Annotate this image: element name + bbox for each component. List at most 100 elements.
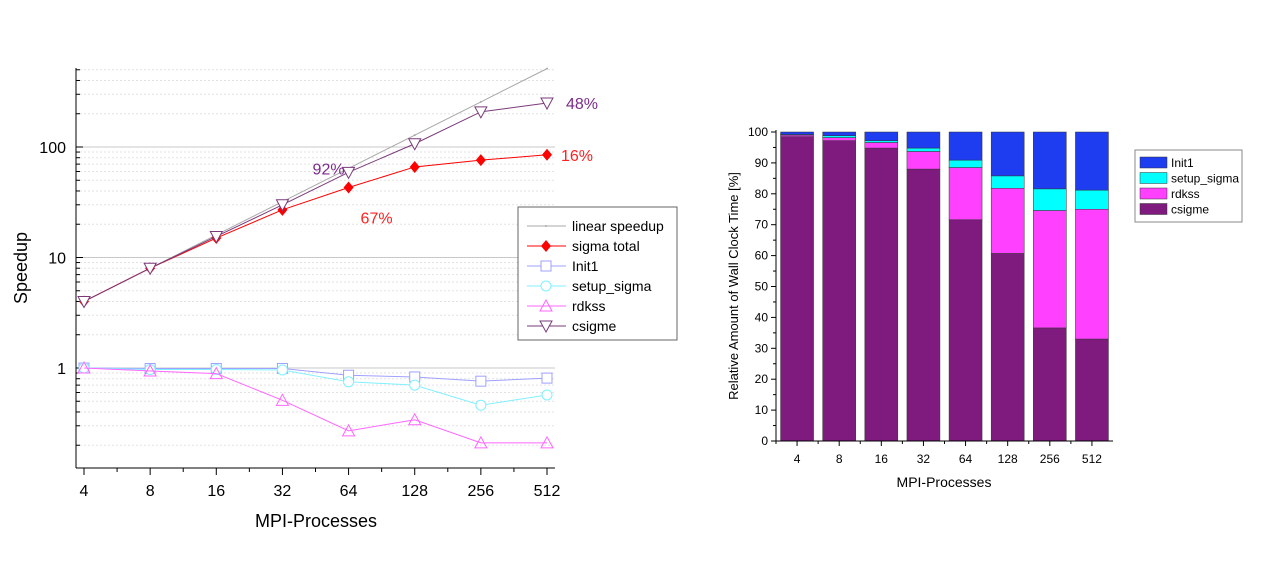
- y-tick-label: 1: [57, 361, 66, 378]
- legend-label: Init1: [1171, 156, 1194, 170]
- legend-label: rdkss: [572, 298, 605, 314]
- bar-segment-rdkss: [948, 167, 983, 221]
- legend-marker: [545, 225, 547, 227]
- data-point: [475, 375, 487, 387]
- data-point: [341, 423, 356, 437]
- annotation-label: 48%: [566, 96, 598, 113]
- data-point: [275, 199, 290, 212]
- x-tick-label: 16: [207, 483, 225, 500]
- series-line: [83, 367, 548, 406]
- bar-segment-rdkss: [864, 142, 899, 149]
- y-tick-label: 100: [39, 140, 66, 157]
- bar-segment-csigme: [1033, 327, 1067, 442]
- bar-segment-csigme: [1075, 338, 1109, 442]
- annotation-label: 67%: [361, 211, 393, 228]
- series-line: [83, 367, 547, 444]
- bar-stack-512: [1075, 131, 1109, 442]
- data-point: [407, 138, 422, 151]
- x-tick-label: 128: [401, 483, 428, 500]
- data-point: [409, 160, 420, 173]
- legend-swatch: [1139, 172, 1168, 184]
- y-tick-label: 60: [755, 249, 769, 263]
- bar-segment-init1: [864, 131, 899, 141]
- y-tick-label: 90: [755, 156, 769, 170]
- x-tick-label: 16: [875, 452, 889, 466]
- annotation-label: 16%: [561, 148, 593, 165]
- data-point: [409, 379, 421, 391]
- bar-segment-init1: [948, 131, 983, 161]
- bar-segment-rdkss: [822, 137, 856, 141]
- bar-segment-setup-sigma: [1075, 189, 1109, 210]
- bar-segment-init1: [1075, 131, 1109, 191]
- y-tick-label: 50: [755, 280, 769, 294]
- bar-segment-setup-sigma: [906, 147, 941, 152]
- x-tick-label: 128: [998, 452, 1018, 466]
- legend-marker: [539, 298, 553, 312]
- bar-stack-16: [864, 131, 899, 442]
- data-point: [275, 393, 290, 406]
- data-point: [479, 100, 482, 103]
- bar-stack-64: [948, 131, 983, 442]
- bar-segment-rdkss: [906, 151, 941, 170]
- legend-marker: [540, 260, 552, 272]
- bar-stack-32: [906, 131, 941, 442]
- data-point: [413, 134, 416, 137]
- legend-marker: [539, 320, 553, 334]
- bar-segment-setup-sigma: [864, 140, 899, 143]
- bar-segment-init1: [990, 131, 1025, 177]
- data-point: [475, 399, 487, 411]
- legend-label: csigme: [572, 318, 617, 334]
- bar-segment-init1: [906, 131, 941, 149]
- x-tick-label: 64: [340, 483, 358, 500]
- legend-swatch: [1139, 156, 1168, 169]
- y-tick-label: 80: [755, 187, 769, 201]
- bar-segment-csigme: [948, 219, 983, 442]
- legend-label: rdkss: [1171, 187, 1200, 201]
- series-rdkss: [77, 360, 554, 449]
- bar-stack-4: [780, 131, 814, 442]
- x-tick-label: 32: [917, 452, 931, 466]
- bar-segment-init1: [1033, 131, 1067, 190]
- bar-stack-256: [1033, 131, 1067, 442]
- legend-label: csigme: [1171, 203, 1209, 217]
- bar-stack-128: [990, 131, 1025, 442]
- legend-label: setup_sigma: [1171, 172, 1239, 186]
- legend-swatch: [1139, 187, 1168, 200]
- x-tick-label: 64: [959, 452, 973, 466]
- bar-segment-rdkss: [1075, 209, 1109, 340]
- x-axis-label: MPI-Processes: [897, 474, 992, 490]
- legend-box: [517, 206, 678, 341]
- data-point: [475, 154, 486, 167]
- data-point: [474, 106, 488, 119]
- data-point: [474, 435, 488, 449]
- wallclock-stacked-bar-chart: 4 8 16 32 64 128 256 512 0 10 20 30 40 50 60 70 80 90 100 M…: [726, 125, 1243, 490]
- x-tick-label: 512: [534, 483, 561, 500]
- y-tick-label: 40: [755, 310, 769, 324]
- y-tick-label: 10: [48, 251, 66, 268]
- x-tick-label: 256: [1040, 452, 1060, 466]
- legend: linear speedup sigma total Init1 setup_sigm…: [517, 206, 678, 341]
- data-point: [209, 230, 224, 244]
- data-point: [143, 262, 157, 276]
- legend-label: linear speedup: [572, 218, 664, 234]
- x-tick-label: 4: [80, 483, 89, 500]
- bar-segment-init1: [822, 131, 856, 136]
- speedup-chart: 1 10 100 4 8 16 32 64 128 256 512 MPI-Processes Spee…: [11, 67, 678, 531]
- series-line: [83, 367, 548, 382]
- data-point: [209, 366, 224, 380]
- y-axis-label: Relative Amount of Wall Clock Time [%]: [726, 172, 741, 400]
- data-point: [143, 363, 157, 377]
- bar-segment-rdkss: [1033, 210, 1067, 329]
- x-tick-label: 8: [146, 483, 155, 500]
- legend-marker: [540, 280, 552, 292]
- y-tick-label: 20: [755, 372, 769, 386]
- x-tick-label: 512: [1082, 452, 1102, 466]
- legend-marker: [541, 240, 551, 252]
- data-point: [541, 389, 553, 401]
- series-csigme: [77, 97, 554, 309]
- legend-label: Init1: [572, 258, 599, 274]
- x-tick-label: 4: [794, 452, 801, 466]
- bar-segment-csigme: [822, 140, 856, 442]
- y-tick-label: 0: [761, 434, 768, 448]
